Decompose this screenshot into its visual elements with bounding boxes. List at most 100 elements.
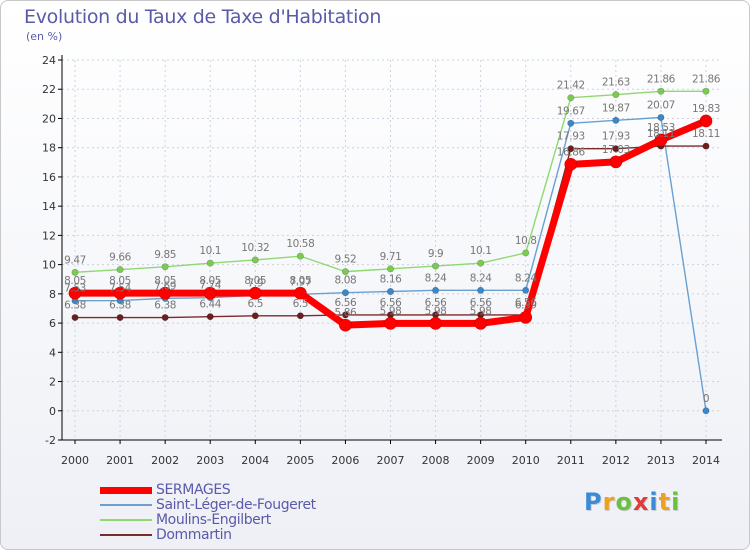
data-point xyxy=(432,262,440,270)
x-tick-label: 2007 xyxy=(377,454,405,467)
data-point xyxy=(113,286,127,300)
data-point xyxy=(657,87,665,95)
data-label: 19.83 xyxy=(692,103,720,115)
data-label: 19.67 xyxy=(557,105,585,117)
data-label: 17.03 xyxy=(602,144,630,156)
data-point xyxy=(612,145,620,153)
data-point xyxy=(386,288,394,296)
x-tick-label: 2011 xyxy=(557,454,585,467)
data-point xyxy=(564,158,578,171)
brand-letter: i xyxy=(671,488,681,516)
x-tick-label: 2000 xyxy=(61,454,89,467)
x-tick-label: 2002 xyxy=(151,454,179,467)
data-point xyxy=(71,268,79,276)
y-tick-label: 18 xyxy=(42,142,56,155)
data-point xyxy=(341,289,349,297)
data-point xyxy=(339,318,352,332)
data-point xyxy=(251,312,259,320)
x-tick-label: 2009 xyxy=(467,454,495,467)
legend-swatch xyxy=(100,534,152,536)
data-label: 6.56 xyxy=(380,297,402,309)
y-tick-label: 22 xyxy=(42,83,56,96)
y-tick-label: 2 xyxy=(49,376,56,389)
data-label: 8.08 xyxy=(335,275,357,287)
legend-swatch xyxy=(100,504,152,506)
data-label: 21.42 xyxy=(557,80,585,92)
chart-title: Evolution du Taux de Taxe d'Habitation xyxy=(24,6,382,28)
data-label: 9.9 xyxy=(428,248,444,260)
data-point xyxy=(567,94,575,102)
data-label: 17.93 xyxy=(602,131,630,143)
data-point xyxy=(341,311,349,319)
x-tick-label: 2004 xyxy=(241,454,269,467)
x-tick-label: 2013 xyxy=(647,454,675,467)
data-label: 6.44 xyxy=(199,299,221,311)
y-tick-label: 16 xyxy=(42,171,56,184)
data-point xyxy=(612,91,620,99)
legend-item-saint-leger: Saint-Léger-de-Fougeret xyxy=(100,497,360,513)
data-point xyxy=(294,286,307,300)
data-point xyxy=(206,313,214,321)
data-point xyxy=(477,259,485,267)
data-label: 5.98 xyxy=(470,305,492,317)
brand-letter: o xyxy=(615,488,633,516)
y-tick-label: 20 xyxy=(42,112,56,125)
data-label: 8.05 xyxy=(154,275,176,287)
data-point xyxy=(116,314,124,322)
legend-item-sermages: SERMAGES xyxy=(100,482,360,498)
data-label: 5.86 xyxy=(335,307,357,319)
data-label: 10.1 xyxy=(199,245,221,257)
data-point xyxy=(161,314,169,322)
data-label: 19.87 xyxy=(602,102,630,114)
x-tick-label: 2012 xyxy=(602,454,630,467)
data-label: 8.05 xyxy=(199,275,221,287)
data-point xyxy=(699,114,713,128)
data-point xyxy=(519,311,533,324)
data-label: 7.9 xyxy=(248,277,264,289)
data-label: 6.38 xyxy=(109,300,131,312)
legend-swatch xyxy=(100,486,152,494)
data-label: 21.63 xyxy=(602,77,630,89)
y-tick-label: 0 xyxy=(49,405,56,418)
data-label: 7.69 xyxy=(154,280,176,292)
data-label: 10.32 xyxy=(241,242,269,254)
data-point xyxy=(158,286,172,300)
data-label: 21.86 xyxy=(647,73,676,85)
data-label: 8.05 xyxy=(244,275,266,287)
data-point xyxy=(384,317,397,330)
data-label: 9.85 xyxy=(154,249,176,261)
y-tick-label: 12 xyxy=(42,229,56,242)
data-point xyxy=(522,286,530,294)
data-label: 0 xyxy=(703,393,709,405)
data-label: 7.97 xyxy=(289,276,311,288)
data-label: 6.39 xyxy=(515,299,537,311)
y-tick-label: 24 xyxy=(42,54,56,67)
data-label: 8.05 xyxy=(64,275,86,287)
data-label: 18.53 xyxy=(647,122,675,134)
x-tick-label: 2001 xyxy=(106,454,134,467)
data-label: 8.05 xyxy=(289,275,311,287)
data-point xyxy=(702,87,710,95)
legend-item-moulins-engilbert: Moulins-Engilbert xyxy=(100,512,360,528)
brand-letter: P xyxy=(584,488,603,516)
legend-label: Dommartin xyxy=(156,527,232,543)
legend: SERMAGES Saint-Léger-de-Fougeret Moulins… xyxy=(100,482,360,543)
data-label: 8.24 xyxy=(515,272,537,284)
data-point xyxy=(702,142,710,150)
data-point xyxy=(567,119,575,127)
data-label: 8.24 xyxy=(470,272,492,284)
data-point xyxy=(609,155,623,169)
data-label: 10.8 xyxy=(515,235,537,247)
y-tick-label: 4 xyxy=(49,346,56,359)
data-label: 9.71 xyxy=(380,251,402,263)
data-point xyxy=(654,133,668,147)
x-tick-label: 2008 xyxy=(422,454,450,467)
legend-swatch xyxy=(100,519,152,521)
data-label: 6.38 xyxy=(154,300,176,312)
y-tick-label: -2 xyxy=(45,434,56,447)
data-label: 9.52 xyxy=(335,254,357,266)
data-point xyxy=(161,263,169,271)
data-label: 8.16 xyxy=(380,274,402,286)
